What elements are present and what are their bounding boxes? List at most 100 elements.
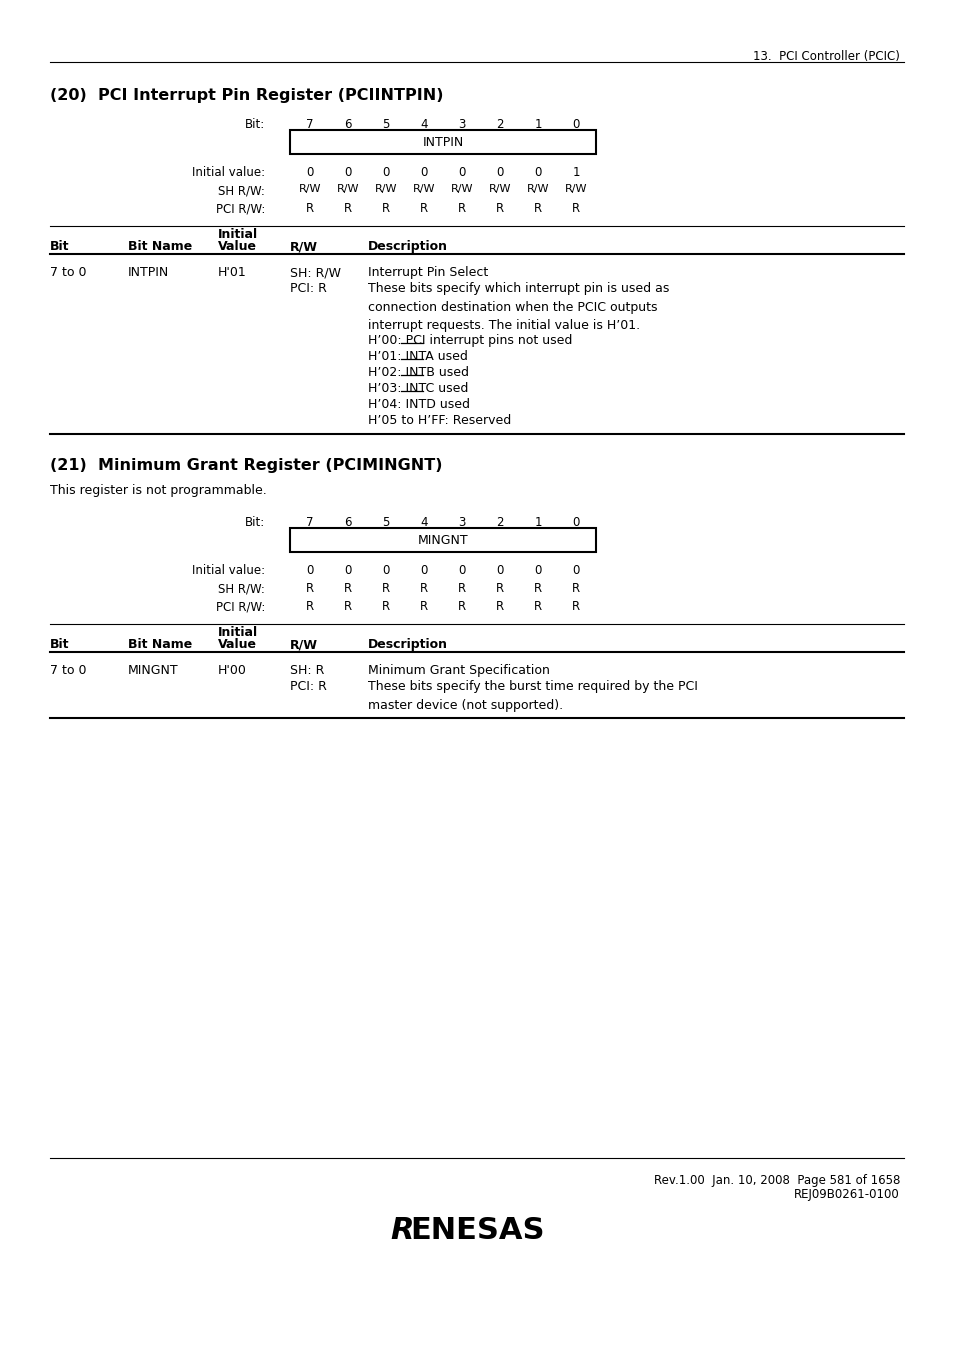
Text: 0: 0 bbox=[457, 564, 465, 576]
Text: R: R bbox=[306, 202, 314, 215]
Text: 2: 2 bbox=[496, 516, 503, 529]
Text: PCI R/W:: PCI R/W: bbox=[215, 599, 265, 613]
Text: Minimum Grant Specification: Minimum Grant Specification bbox=[368, 664, 549, 676]
Text: 3: 3 bbox=[457, 117, 465, 131]
Text: H’05 to H’FF: Reserved: H’05 to H’FF: Reserved bbox=[368, 414, 511, 427]
Text: R: R bbox=[381, 202, 390, 215]
Text: 1: 1 bbox=[572, 166, 579, 180]
Text: H’01: INTA used: H’01: INTA used bbox=[368, 350, 467, 363]
Text: 0: 0 bbox=[572, 564, 579, 576]
Text: R/W: R/W bbox=[290, 639, 317, 651]
Text: These bits specify the burst time required by the PCI
master device (not support: These bits specify the burst time requir… bbox=[368, 680, 698, 711]
Text: R: R bbox=[419, 582, 428, 595]
Text: PCI: R: PCI: R bbox=[290, 282, 327, 296]
Text: 7 to 0: 7 to 0 bbox=[50, 266, 87, 279]
Text: H’03: INTC used: H’03: INTC used bbox=[368, 382, 468, 396]
Text: R: R bbox=[381, 582, 390, 595]
Text: R: R bbox=[534, 582, 541, 595]
Text: R: R bbox=[534, 599, 541, 613]
Text: INTPIN: INTPIN bbox=[128, 266, 169, 279]
Text: Bit:: Bit: bbox=[245, 117, 265, 131]
Text: R/W: R/W bbox=[375, 184, 396, 194]
Text: 0: 0 bbox=[420, 166, 427, 180]
Text: R/W: R/W bbox=[450, 184, 473, 194]
Text: R: R bbox=[496, 599, 503, 613]
Text: SH R/W:: SH R/W: bbox=[218, 582, 265, 595]
Text: Interrupt Pin Select: Interrupt Pin Select bbox=[368, 266, 488, 279]
Text: 1: 1 bbox=[534, 117, 541, 131]
Bar bbox=[290, 528, 596, 552]
Text: 5: 5 bbox=[382, 117, 389, 131]
Text: H'01: H'01 bbox=[218, 266, 247, 279]
Text: R/W: R/W bbox=[298, 184, 321, 194]
Text: Initial value:: Initial value: bbox=[192, 166, 265, 180]
Text: 0: 0 bbox=[420, 564, 427, 576]
Text: 7 to 0: 7 to 0 bbox=[50, 664, 87, 676]
Text: R: R bbox=[572, 582, 579, 595]
Text: MINGNT: MINGNT bbox=[417, 533, 468, 547]
Text: 0: 0 bbox=[344, 166, 352, 180]
Text: R: R bbox=[496, 582, 503, 595]
Text: 0: 0 bbox=[382, 166, 389, 180]
Text: H’00: PCI interrupt pins not used: H’00: PCI interrupt pins not used bbox=[368, 333, 572, 347]
Text: 13.  PCI Controller (PCIC): 13. PCI Controller (PCIC) bbox=[752, 50, 899, 63]
Text: Bit: Bit bbox=[50, 240, 70, 252]
Text: SH: R: SH: R bbox=[290, 664, 324, 676]
Text: R: R bbox=[534, 202, 541, 215]
Text: 5: 5 bbox=[382, 516, 389, 529]
Text: R: R bbox=[457, 599, 466, 613]
Text: ENESAS: ENESAS bbox=[410, 1216, 544, 1245]
Text: Rev.1.00  Jan. 10, 2008  Page 581 of 1658: Rev.1.00 Jan. 10, 2008 Page 581 of 1658 bbox=[653, 1174, 899, 1187]
Text: Bit Name: Bit Name bbox=[128, 639, 193, 651]
Text: 1: 1 bbox=[534, 516, 541, 529]
Text: 0: 0 bbox=[344, 564, 352, 576]
Text: H’02: INTB used: H’02: INTB used bbox=[368, 366, 469, 379]
Text: 6: 6 bbox=[344, 516, 352, 529]
Text: R: R bbox=[381, 599, 390, 613]
Text: 4: 4 bbox=[420, 516, 427, 529]
Text: R/W: R/W bbox=[488, 184, 511, 194]
Text: R: R bbox=[496, 202, 503, 215]
Text: 0: 0 bbox=[306, 166, 314, 180]
Text: 0: 0 bbox=[496, 564, 503, 576]
Text: SH: R/W: SH: R/W bbox=[290, 266, 340, 279]
Text: 0: 0 bbox=[382, 564, 389, 576]
Text: 7: 7 bbox=[306, 117, 314, 131]
Text: Initial: Initial bbox=[218, 626, 258, 639]
Text: R/W: R/W bbox=[413, 184, 435, 194]
Text: R: R bbox=[572, 599, 579, 613]
Text: R: R bbox=[457, 582, 466, 595]
Text: (20)  PCI Interrupt Pin Register (PCIINTPIN): (20) PCI Interrupt Pin Register (PCIINTP… bbox=[50, 88, 443, 103]
Text: R: R bbox=[344, 582, 352, 595]
Text: 0: 0 bbox=[534, 166, 541, 180]
Text: Bit: Bit bbox=[50, 639, 70, 651]
Text: R/W: R/W bbox=[526, 184, 549, 194]
Text: (21)  Minimum Grant Register (PCIMINGNT): (21) Minimum Grant Register (PCIMINGNT) bbox=[50, 458, 442, 472]
Text: Bit:: Bit: bbox=[245, 516, 265, 529]
Text: R: R bbox=[306, 582, 314, 595]
Text: PCI R/W:: PCI R/W: bbox=[215, 202, 265, 215]
Text: Description: Description bbox=[368, 639, 448, 651]
Text: Initial: Initial bbox=[218, 228, 258, 242]
Text: 3: 3 bbox=[457, 516, 465, 529]
Text: R: R bbox=[457, 202, 466, 215]
Text: R/W: R/W bbox=[564, 184, 587, 194]
Text: PCI: R: PCI: R bbox=[290, 680, 327, 693]
Text: R/W: R/W bbox=[290, 240, 317, 252]
Text: SH R/W:: SH R/W: bbox=[218, 184, 265, 197]
Text: R: R bbox=[419, 599, 428, 613]
Text: 0: 0 bbox=[306, 564, 314, 576]
Text: 2: 2 bbox=[496, 117, 503, 131]
Bar bbox=[290, 130, 596, 154]
Text: H’04: INTD used: H’04: INTD used bbox=[368, 398, 470, 410]
Text: R: R bbox=[344, 599, 352, 613]
Text: Bit Name: Bit Name bbox=[128, 240, 193, 252]
Text: Value: Value bbox=[218, 240, 256, 252]
Text: MINGNT: MINGNT bbox=[128, 664, 178, 676]
Text: 0: 0 bbox=[572, 516, 579, 529]
Text: Initial value:: Initial value: bbox=[192, 564, 265, 576]
Text: R: R bbox=[344, 202, 352, 215]
Text: R: R bbox=[306, 599, 314, 613]
Text: 0: 0 bbox=[496, 166, 503, 180]
Text: These bits specify which interrupt pin is used as
connection destination when th: These bits specify which interrupt pin i… bbox=[368, 282, 669, 332]
